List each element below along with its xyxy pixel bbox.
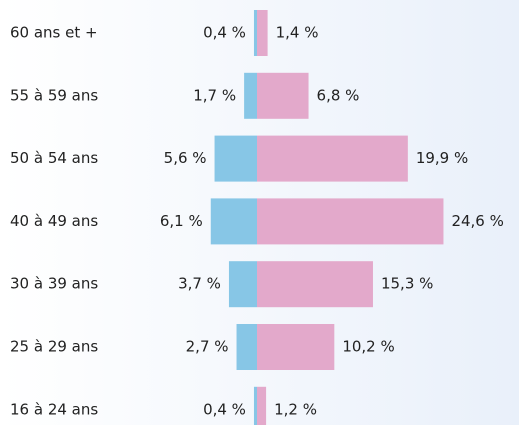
value-label: 6,1 %: [160, 212, 203, 230]
value-label: 2,7 %: [186, 338, 229, 356]
value-label: 0,4 %: [203, 400, 246, 418]
bar: [244, 72, 257, 119]
category-label: 55 à 59 ans: [10, 86, 98, 104]
bar: [257, 10, 268, 56]
bar: [257, 261, 373, 308]
bar: [257, 386, 267, 425]
value-label: 3,7 %: [178, 275, 221, 293]
value-label: 5,6 %: [164, 149, 207, 167]
value-label: 19,9 %: [416, 149, 468, 167]
value-label: 24,6 %: [451, 212, 503, 230]
bar: [253, 10, 257, 56]
bar: [257, 324, 335, 370]
bar: [257, 135, 408, 182]
category-label: 16 à 24 ans: [10, 400, 98, 418]
value-label: 1,4 %: [276, 24, 319, 42]
bar: [253, 386, 257, 425]
category-label: 40 à 49 ans: [10, 212, 98, 230]
bar: [257, 198, 444, 245]
value-label: 0,4 %: [203, 24, 246, 42]
value-label: 1,7 %: [193, 86, 236, 104]
category-label: 50 à 54 ans: [10, 149, 98, 167]
bar: [257, 72, 309, 119]
bar: [210, 198, 257, 245]
value-label: 15,3 %: [381, 275, 433, 293]
category-label: 25 à 29 ans: [10, 338, 98, 356]
bar: [214, 135, 257, 182]
category-label: 60 ans et +: [10, 24, 98, 42]
value-label: 1,2 %: [274, 400, 317, 418]
category-label: 30 à 39 ans: [10, 275, 98, 293]
value-label: 6,8 %: [317, 86, 360, 104]
value-label: 10,2 %: [342, 338, 394, 356]
bar: [236, 324, 257, 370]
bar: [228, 261, 257, 308]
